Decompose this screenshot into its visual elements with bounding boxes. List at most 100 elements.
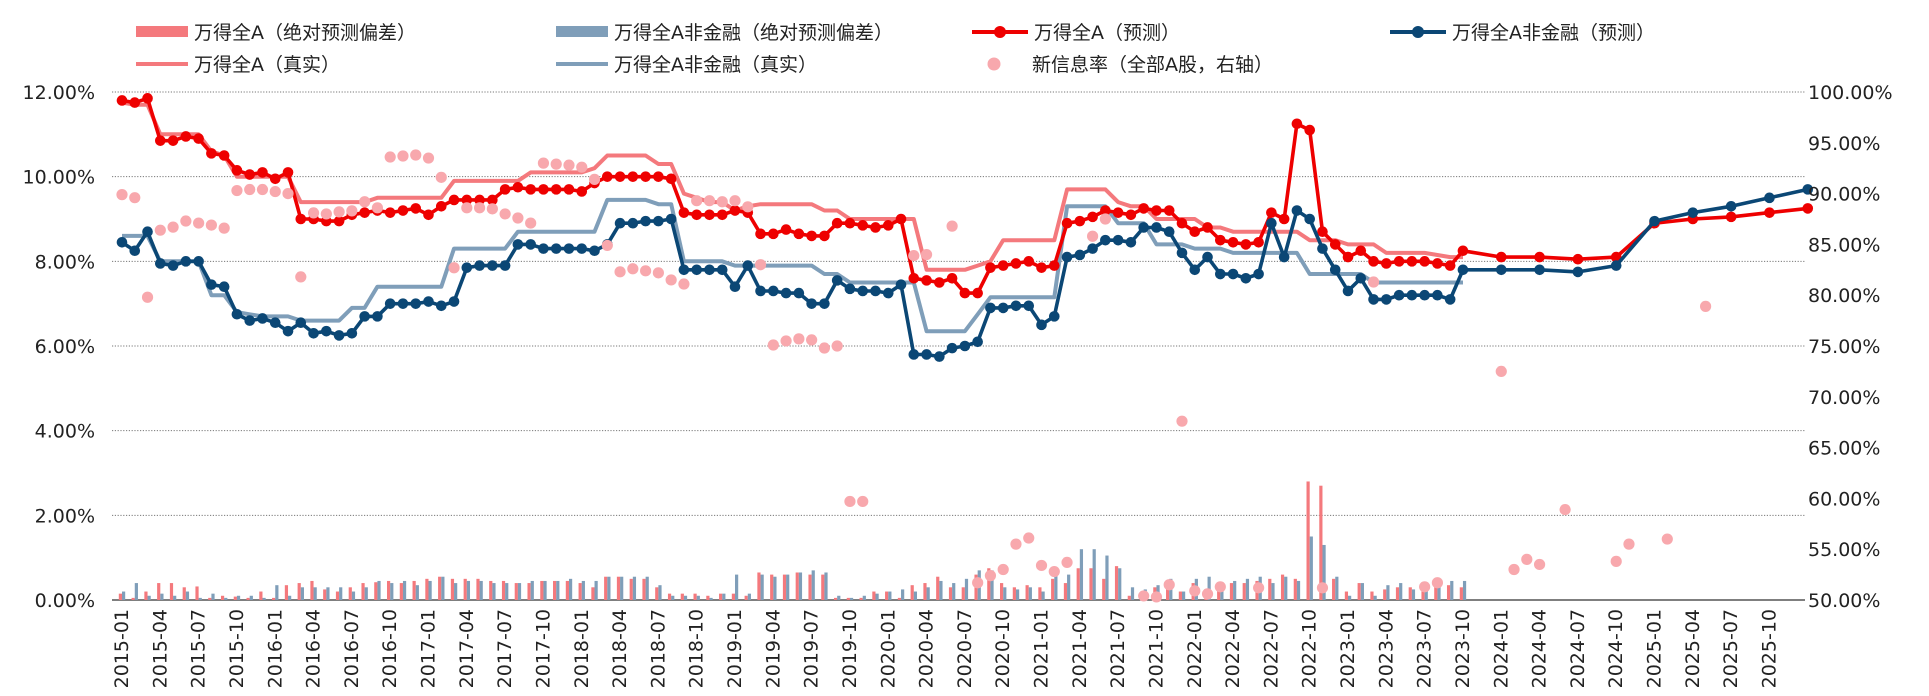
bar-wind-a-nonfin-bias bbox=[160, 593, 164, 600]
bar-wind-a-nonfin-bias bbox=[773, 576, 777, 600]
bar-wind-a-nonfin-bias bbox=[901, 589, 905, 600]
point-new-info-rate bbox=[473, 202, 486, 214]
point-wind-a-nonfin-forecast bbox=[1304, 213, 1316, 225]
point-wind-a-nonfin-forecast bbox=[448, 296, 460, 307]
bar-wind-a-nonfin-bias bbox=[607, 576, 611, 600]
point-wind-a-nonfin-forecast bbox=[193, 256, 204, 267]
bar-wind-a-nonfin-bias bbox=[390, 583, 394, 600]
point-wind-a-nonfin-forecast bbox=[1240, 272, 1252, 284]
x-tick-label: 2024-10 bbox=[1605, 609, 1627, 688]
point-new-info-rate bbox=[1086, 230, 1099, 242]
point-new-info-rate bbox=[780, 335, 792, 347]
legend-label: 万得全A非金融（预测） bbox=[1452, 22, 1655, 44]
point-wind-a-nonfin-forecast bbox=[1764, 192, 1775, 204]
bar-wind-a-bias bbox=[527, 583, 531, 600]
point-wind-a-nonfin-forecast bbox=[972, 336, 983, 348]
point-new-info-rate bbox=[831, 340, 843, 352]
point-wind-a-forecast bbox=[1406, 256, 1418, 267]
point-wind-a-nonfin-forecast bbox=[282, 325, 294, 337]
point-new-info-rate bbox=[448, 262, 460, 274]
point-wind-a-forecast bbox=[870, 222, 881, 233]
x-tick-label: 2020-04 bbox=[916, 609, 938, 688]
line-wind-a-nonfin-actual bbox=[122, 197, 1463, 334]
point-wind-a-nonfin-forecast bbox=[1125, 236, 1137, 248]
point-wind-a-forecast bbox=[704, 209, 715, 221]
point-wind-a-nonfin-forecast bbox=[614, 217, 626, 229]
bar-wind-a-bias bbox=[284, 585, 289, 600]
bar-wind-a-bias bbox=[1102, 578, 1106, 600]
point-new-info-rate bbox=[588, 173, 601, 185]
y-right-tick-label: 85.00% bbox=[1808, 234, 1880, 256]
bar-wind-a-nonfin-bias bbox=[1015, 589, 1020, 600]
bar-wind-a-bias bbox=[501, 580, 506, 600]
x-tick-label: 2025-10 bbox=[1758, 609, 1780, 688]
bar-wind-a-bias bbox=[272, 597, 276, 600]
bar-wind-a-nonfin-bias bbox=[1118, 568, 1122, 600]
point-wind-a-forecast bbox=[576, 186, 588, 197]
point-wind-a-forecast bbox=[1061, 217, 1073, 229]
bar-wind-a-bias bbox=[693, 593, 697, 600]
bar-wind-a-bias bbox=[361, 583, 365, 600]
x-tick-label: 2017-10 bbox=[532, 609, 554, 688]
point-wind-a-nonfin-forecast bbox=[244, 315, 256, 326]
point-wind-a-nonfin-forecast bbox=[946, 342, 958, 354]
point-new-info-rate bbox=[141, 291, 154, 303]
x-tick-label: 2022-01 bbox=[1184, 609, 1206, 688]
bar-wind-a-nonfin-bias bbox=[441, 576, 445, 600]
point-wind-a-nonfin-forecast bbox=[576, 243, 588, 254]
bar-wind-a-bias bbox=[1293, 578, 1297, 600]
point-wind-a-forecast bbox=[985, 262, 996, 273]
x-tick-label: 2020-10 bbox=[992, 609, 1014, 688]
point-wind-a-forecast bbox=[972, 287, 983, 299]
x-tick-label: 2025-01 bbox=[1644, 609, 1666, 688]
point-wind-a-nonfin-forecast bbox=[627, 217, 639, 229]
point-wind-a-nonfin-forecast bbox=[116, 236, 128, 248]
point-new-info-rate bbox=[1189, 585, 1201, 597]
point-wind-a-nonfin-forecast bbox=[1227, 268, 1239, 280]
point-wind-a-nonfin-forecast bbox=[1444, 294, 1456, 305]
point-wind-a-forecast bbox=[1125, 209, 1137, 221]
point-wind-a-forecast bbox=[218, 150, 230, 161]
point-new-info-rate bbox=[384, 151, 396, 163]
point-new-info-rate bbox=[359, 196, 371, 208]
bar-wind-a-bias bbox=[616, 576, 621, 600]
bar-wind-a-nonfin-bias bbox=[288, 595, 292, 600]
bar-wind-a-nonfin-bias bbox=[313, 587, 317, 600]
point-wind-a-nonfin-forecast bbox=[257, 313, 268, 324]
bar-wind-a-bias bbox=[425, 578, 429, 600]
x-tick-label: 2022-04 bbox=[1222, 609, 1244, 688]
point-new-info-rate bbox=[397, 150, 409, 162]
point-wind-a-forecast bbox=[1100, 205, 1111, 216]
bar-wind-a-bias bbox=[297, 583, 301, 600]
point-wind-a-forecast bbox=[1304, 124, 1316, 136]
point-wind-a-nonfin-forecast bbox=[1253, 268, 1264, 280]
bar-wind-a-nonfin-bias bbox=[249, 595, 253, 600]
point-wind-a-forecast bbox=[627, 171, 639, 182]
bar-wind-a-bias bbox=[1242, 583, 1246, 600]
bar-wind-a-bias bbox=[118, 593, 122, 600]
bar-wind-a-bias bbox=[540, 580, 544, 600]
point-new-info-rate bbox=[435, 171, 447, 183]
point-wind-a-forecast bbox=[1419, 256, 1430, 267]
point-wind-a-forecast bbox=[934, 277, 945, 288]
bar-wind-a-nonfin-bias bbox=[632, 576, 637, 600]
bar-wind-a-nonfin-bias bbox=[1130, 587, 1135, 600]
point-wind-a-nonfin-forecast bbox=[346, 328, 358, 339]
point-new-info-rate bbox=[1508, 563, 1520, 576]
point-wind-a-forecast bbox=[142, 93, 153, 104]
point-wind-a-forecast bbox=[882, 220, 894, 231]
point-new-info-rate bbox=[461, 202, 473, 214]
point-wind-a-forecast bbox=[282, 167, 294, 178]
point-new-info-rate bbox=[754, 259, 767, 271]
bar-wind-a-nonfin-bias bbox=[1348, 595, 1352, 600]
y-right-tick-label: 65.00% bbox=[1808, 438, 1880, 460]
point-wind-a-nonfin-forecast bbox=[882, 287, 894, 299]
bar-wind-a-nonfin-bias bbox=[722, 593, 726, 600]
point-new-info-rate bbox=[269, 185, 281, 198]
bar-wind-a-nonfin-bias bbox=[173, 595, 177, 600]
point-wind-a-nonfin-forecast bbox=[231, 308, 243, 320]
point-wind-a-nonfin-forecast bbox=[1419, 289, 1430, 301]
point-new-info-rate bbox=[180, 215, 192, 227]
point-new-info-rate bbox=[1099, 213, 1111, 225]
point-wind-a-forecast bbox=[755, 228, 766, 240]
